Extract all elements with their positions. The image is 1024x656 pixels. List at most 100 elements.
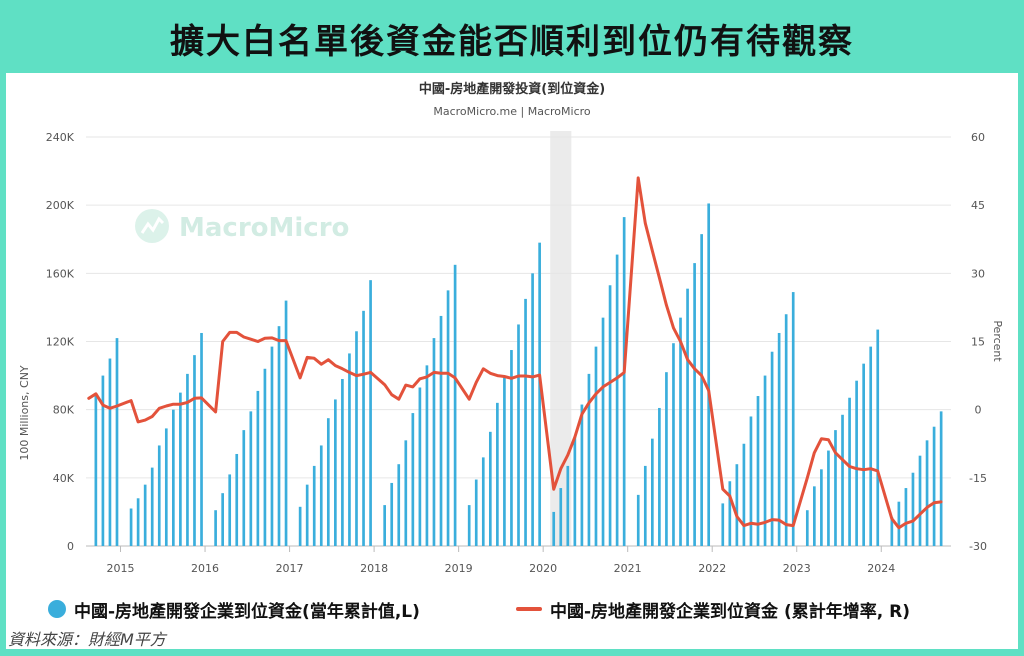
bar — [383, 505, 387, 546]
bar — [446, 290, 450, 546]
x-tick-label: 2016 — [191, 562, 219, 575]
chart-panel: 中國-房地產開發投資(到位資金) MacroMicro.me | MacroMi… — [6, 73, 1018, 649]
bar — [453, 264, 457, 546]
bar — [172, 409, 175, 546]
bar — [263, 368, 267, 546]
bar — [538, 242, 541, 547]
bar — [200, 332, 203, 546]
chart-title: 中國-房地產開發投資(到位資金) — [419, 81, 605, 97]
bar — [728, 481, 732, 546]
bar — [890, 517, 894, 546]
bar — [242, 430, 246, 546]
bar — [496, 402, 499, 546]
y-left-tick-label: 120K — [46, 336, 75, 349]
y-left-tick-label: 200K — [46, 199, 75, 212]
bar — [904, 488, 908, 546]
y-left-tick-label: 80K — [53, 404, 75, 417]
bar — [573, 436, 577, 546]
bar — [918, 455, 922, 546]
watermark-text: MacroMicro — [179, 213, 349, 243]
bar — [369, 280, 372, 546]
bar — [355, 331, 358, 546]
x-tick-label: 2023 — [783, 562, 811, 575]
bar — [834, 430, 837, 546]
bar — [157, 445, 161, 546]
bar — [686, 288, 689, 546]
growth-line — [87, 176, 943, 530]
bar — [517, 324, 520, 546]
chart-subtitle: MacroMicro.me | MacroMicro — [433, 105, 591, 118]
x-tick-label: 2021 — [614, 562, 642, 575]
bar — [249, 411, 253, 546]
bar — [749, 416, 753, 546]
bar — [559, 488, 563, 546]
bar — [108, 358, 112, 546]
bar — [693, 263, 696, 546]
y-left-tick-label: 160K — [46, 267, 75, 280]
bar — [601, 317, 605, 546]
bar — [650, 438, 654, 546]
y-axis-left-title: 100 Millions, CNY — [18, 365, 31, 461]
bar — [115, 338, 119, 546]
bar — [348, 353, 351, 546]
watermark: MacroMicro — [135, 209, 349, 243]
bar — [622, 217, 626, 547]
x-tick-label: 2019 — [445, 562, 473, 575]
bar — [277, 326, 281, 546]
legend-dot-icon — [48, 600, 66, 618]
bar — [552, 511, 556, 546]
y-right-tick-label: -15 — [969, 472, 987, 485]
bar — [721, 503, 725, 546]
bar — [193, 355, 196, 546]
bar — [770, 351, 774, 546]
bar — [221, 493, 224, 546]
y-left-tick-label: 240K — [46, 131, 75, 144]
bar — [939, 411, 943, 546]
bar — [150, 467, 154, 546]
bar — [827, 450, 830, 546]
legend-item-line[interactable]: 中國-房地產開發企業到位資金 (累計年增率, R) — [516, 596, 910, 622]
y-right-tick-label: 15 — [971, 336, 985, 349]
bar — [869, 346, 873, 546]
bar — [742, 443, 746, 546]
x-tick-label: 2017 — [276, 562, 304, 575]
bar — [129, 508, 133, 546]
y-right-tick-label: 0 — [975, 404, 982, 417]
x-tick-label: 2024 — [867, 562, 895, 575]
bar — [580, 404, 584, 546]
bar — [284, 300, 288, 546]
watermark-logo-icon — [135, 209, 169, 243]
bar — [503, 377, 506, 546]
y-left-tick-label: 0 — [67, 540, 74, 553]
y-left-tick-label: 40K — [53, 472, 75, 485]
bar — [341, 378, 344, 546]
x-tick-label: 2015 — [107, 562, 135, 575]
bar — [432, 338, 436, 546]
bar — [932, 426, 936, 546]
x-tick-label: 2022 — [698, 562, 726, 575]
bar — [164, 428, 168, 546]
bar — [228, 474, 232, 546]
bar — [319, 445, 323, 546]
bar — [911, 472, 915, 546]
bar — [855, 380, 858, 546]
bar — [101, 375, 105, 546]
bar — [425, 365, 429, 546]
bar — [334, 399, 337, 546]
bar — [608, 285, 612, 546]
legend-line-icon — [516, 607, 542, 611]
x-tick-label: 2018 — [360, 562, 388, 575]
bar — [665, 372, 668, 546]
y-axis-right-title: Percent — [991, 320, 1004, 362]
bar — [735, 464, 739, 546]
bar — [531, 273, 534, 546]
bar — [820, 469, 823, 546]
bar — [876, 329, 880, 546]
bar — [756, 396, 760, 546]
legend-item-bars[interactable]: 中國-房地產開發企業到位資金(當年累計值,L) — [48, 596, 420, 622]
bar — [510, 350, 513, 546]
bar — [305, 484, 309, 546]
bar — [707, 203, 711, 546]
bar — [390, 482, 394, 546]
